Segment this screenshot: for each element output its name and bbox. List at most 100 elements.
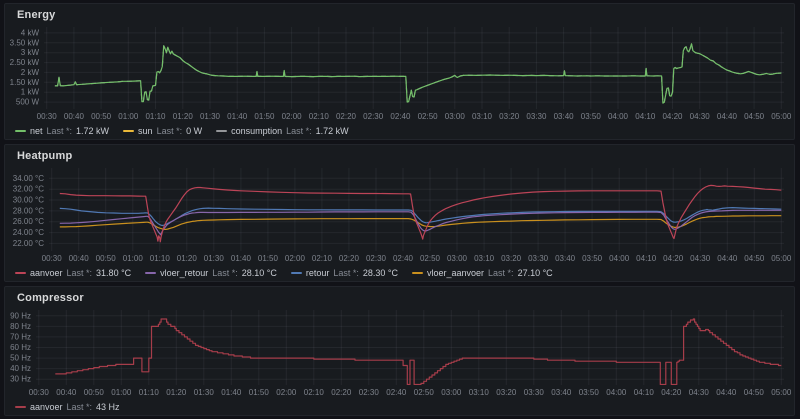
legend-item-vloer_retour[interactable]: vloer_retour Last *: 28.10 °C bbox=[145, 268, 277, 278]
x-tick-label: 04:50 bbox=[744, 112, 765, 121]
x-tick-label: 03:20 bbox=[499, 112, 520, 121]
x-tick-label: 02:00 bbox=[282, 112, 303, 121]
legend-stat-value: 27.10 °C bbox=[517, 267, 553, 278]
legend-item-vloer_aanvoer[interactable]: vloer_aanvoer Last *: 27.10 °C bbox=[412, 268, 553, 278]
series-line-vloer_aanvoer bbox=[59, 215, 782, 230]
x-tick-label: 00:40 bbox=[56, 388, 77, 397]
heatpump-chart[interactable]: 00:30 00:40 00:50 01:00 01:10 01:20 01:30 01:40… bbox=[7, 163, 792, 264]
panel-title-energy[interactable]: Energy bbox=[17, 9, 56, 21]
legend-stat-value: 28.30 °C bbox=[362, 267, 398, 278]
legend-stat-value: 1.72 kW bbox=[315, 125, 349, 136]
x-tick-label: 04:20 bbox=[662, 112, 683, 121]
x-tick-label: 04:20 bbox=[661, 388, 682, 397]
x-tick-label: 04:00 bbox=[609, 254, 630, 263]
x-tick-label: 02:10 bbox=[309, 112, 330, 121]
legend-series-swatch-icon bbox=[15, 271, 26, 274]
legend-stat-label: Last *: bbox=[333, 267, 359, 278]
y-tick-label: 1.50 kW bbox=[10, 78, 40, 87]
x-tick-label: 03:10 bbox=[472, 112, 493, 121]
x-tick-label: 01:10 bbox=[139, 388, 160, 397]
x-tick-label: 02:30 bbox=[363, 112, 384, 121]
legend-series-name[interactable]: vloer_retour bbox=[160, 267, 209, 278]
x-tick-label: 01:30 bbox=[204, 254, 225, 263]
x-tick-label: 03:00 bbox=[441, 388, 462, 397]
energy-chart-svg[interactable]: 00:30 00:40 00:50 01:00 01:10 01:20 01:30 01:40… bbox=[7, 22, 792, 122]
legend-item-aanvoer[interactable]: aanvoer Last *: 31.80 °C bbox=[15, 268, 131, 278]
y-tick-label: 28.00 °C bbox=[13, 206, 44, 215]
x-tick-label: 02:50 bbox=[418, 112, 439, 121]
x-tick-label: 01:40 bbox=[221, 388, 242, 397]
legend-series-swatch-icon bbox=[216, 129, 228, 132]
heatpump-chart-svg[interactable]: 00:30 00:40 00:50 01:00 01:10 01:20 01:30 01:40… bbox=[7, 163, 792, 264]
x-tick-label: 04:50 bbox=[744, 388, 765, 397]
y-tick-label: 50 Hz bbox=[10, 354, 31, 363]
energy-legend: net Last *: 1.72 kW sun Last *: 0 W consumptio… bbox=[15, 124, 349, 137]
panel-title-heatpump[interactable]: Heatpump bbox=[17, 150, 73, 162]
legend-stat-value: 0 W bbox=[186, 125, 203, 136]
legend-stat-value: 28.10 °C bbox=[241, 267, 277, 278]
x-tick-label: 01:20 bbox=[177, 254, 198, 263]
legend-series-name[interactable]: aanvoer bbox=[30, 401, 63, 412]
x-tick-label: 02:00 bbox=[285, 254, 306, 263]
legend-series-name[interactable]: vloer_aanvoer bbox=[427, 267, 485, 278]
x-tick-label: 05:00 bbox=[771, 112, 792, 121]
compressor-chart-svg[interactable]: 00:30 00:40 00:50 01:00 01:10 01:20 01:30 01:40… bbox=[7, 305, 792, 398]
energy-chart[interactable]: 00:30 00:40 00:50 01:00 01:10 01:20 01:30 01:40… bbox=[7, 22, 792, 122]
x-tick-label: 00:50 bbox=[96, 254, 117, 263]
x-tick-label: 00:50 bbox=[84, 388, 105, 397]
x-tick-label: 03:10 bbox=[469, 388, 490, 397]
x-tick-label: 04:30 bbox=[690, 254, 711, 263]
series-line-retour bbox=[59, 207, 782, 227]
legend-stat-label: Last *: bbox=[66, 401, 93, 412]
x-tick-label: 05:00 bbox=[771, 388, 792, 397]
x-tick-label: 01:20 bbox=[173, 112, 194, 121]
x-tick-label: 02:20 bbox=[331, 388, 352, 397]
x-tick-label: 02:10 bbox=[304, 388, 325, 397]
x-tick-label: 00:30 bbox=[29, 388, 50, 397]
x-tick-label: 02:20 bbox=[339, 254, 360, 263]
x-tick-label: 04:00 bbox=[606, 388, 627, 397]
legend-item-aanvoer[interactable]: aanvoer Last *: 43 Hz bbox=[15, 402, 120, 412]
x-tick-label: 01:50 bbox=[254, 112, 275, 121]
panel-heatpump: Heatpump 00:30 00:40 00:50 01:00 01:10 01:20 0… bbox=[4, 144, 795, 282]
legend-series-name[interactable]: retour bbox=[305, 267, 330, 278]
x-tick-label: 01:00 bbox=[111, 388, 132, 397]
legend-series-name[interactable]: sun bbox=[138, 125, 153, 136]
x-tick-label: 00:30 bbox=[42, 254, 63, 263]
y-tick-label: 2.50 kW bbox=[10, 58, 40, 67]
legend-item-sun[interactable]: sun Last *: 0 W bbox=[123, 126, 202, 136]
x-tick-label: 03:20 bbox=[496, 388, 517, 397]
x-tick-label: 00:50 bbox=[91, 112, 112, 121]
x-tick-label: 02:40 bbox=[393, 254, 414, 263]
series-line-aanvoer bbox=[59, 184, 782, 243]
x-tick-label: 01:20 bbox=[166, 388, 187, 397]
x-tick-label: 01:50 bbox=[249, 388, 270, 397]
x-tick-label: 00:40 bbox=[64, 112, 85, 121]
x-tick-label: 03:40 bbox=[551, 388, 572, 397]
legend-stat-value: 31.80 °C bbox=[96, 267, 132, 278]
y-tick-label: 26.00 °C bbox=[13, 217, 44, 226]
x-tick-label: 03:50 bbox=[579, 388, 600, 397]
x-tick-label: 00:30 bbox=[37, 112, 58, 121]
y-tick-label: 60 Hz bbox=[10, 343, 31, 352]
compressor-chart[interactable]: 00:30 00:40 00:50 01:00 01:10 01:20 01:30 01:40… bbox=[7, 305, 792, 398]
legend-series-name[interactable]: aanvoer bbox=[30, 267, 63, 278]
y-tick-label: 500 W bbox=[16, 98, 40, 107]
legend-series-name[interactable]: net bbox=[30, 125, 43, 136]
y-tick-label: 80 Hz bbox=[10, 322, 31, 331]
x-tick-label: 04:40 bbox=[717, 254, 738, 263]
x-tick-label: 03:30 bbox=[524, 388, 545, 397]
y-tick-label: 3.50 kW bbox=[10, 38, 40, 47]
legend-series-name[interactable]: consumption bbox=[231, 125, 283, 136]
legend-series-swatch-icon bbox=[123, 129, 135, 132]
y-tick-label: 90 Hz bbox=[10, 311, 31, 320]
legend-item-retour[interactable]: retour Last *: 28.30 °C bbox=[290, 267, 398, 278]
legend-item-consumption[interactable]: consumption Last *: 1.72 kW bbox=[216, 126, 349, 136]
legend-item-net[interactable]: net Last *: 1.72 kW bbox=[15, 126, 109, 136]
panel-title-compressor[interactable]: Compressor bbox=[17, 292, 84, 304]
x-tick-label: 03:40 bbox=[555, 254, 576, 263]
legend-stat-value: 43 Hz bbox=[96, 401, 120, 412]
x-tick-label: 01:30 bbox=[194, 388, 215, 397]
y-tick-label: 22.00 °C bbox=[13, 239, 44, 248]
y-tick-label: 24.00 °C bbox=[13, 228, 44, 237]
